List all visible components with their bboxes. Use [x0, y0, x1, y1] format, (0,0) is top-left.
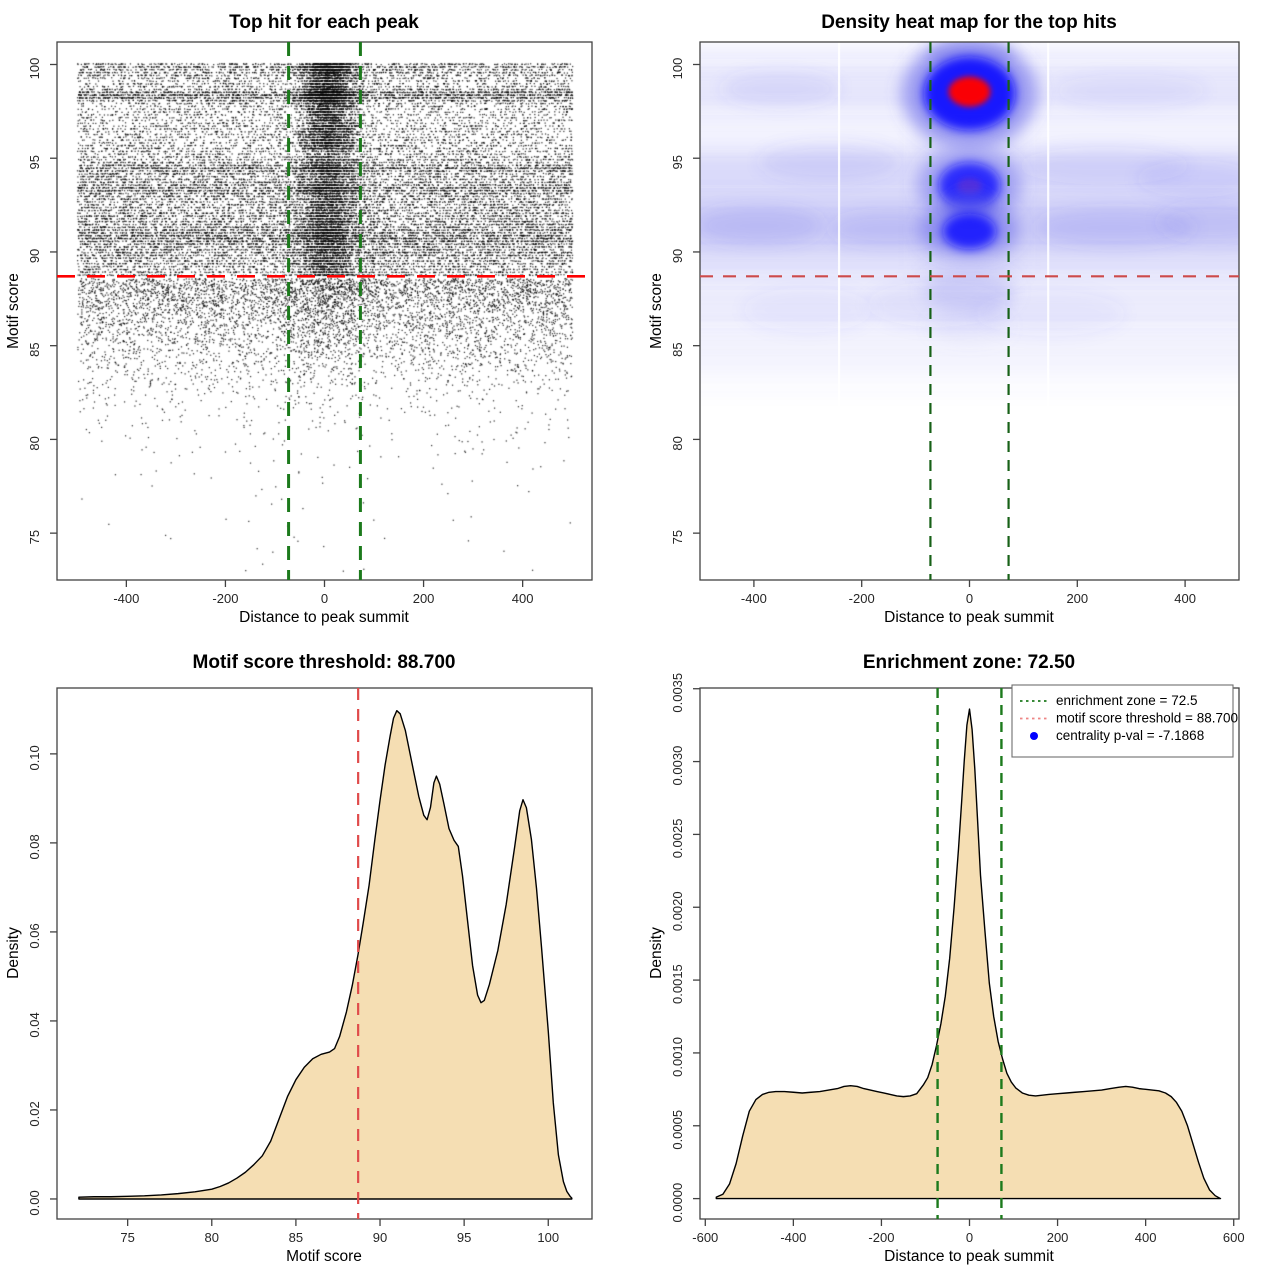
- x-tick-label: 75: [120, 1230, 134, 1245]
- y-axis-label-scatter: Motif score: [5, 273, 22, 349]
- plot-box: [699, 41, 1240, 581]
- y-tick-label: 100: [670, 58, 685, 80]
- density-curve: [715, 708, 1222, 1200]
- legend: enrichment zone = 72.5 motif score thresh…: [1011, 684, 1238, 758]
- x-tick-label: 0: [966, 591, 973, 606]
- y-tick-label: 90: [27, 249, 42, 263]
- heat-patch: [1034, 208, 1196, 247]
- heat-patch: [743, 287, 873, 333]
- x-tick-label: 400: [1135, 1230, 1157, 1245]
- y-tick-label: 80: [670, 436, 685, 450]
- x-axis-label-scatter: Distance to peak summit: [239, 609, 409, 626]
- legend-item-label: centrality p-val = -7.1868: [1056, 728, 1204, 743]
- plot-box: [56, 41, 593, 581]
- density-curve: [78, 710, 573, 1200]
- panel-title-distance-density: Enrichment zone: 72.50: [862, 652, 1076, 673]
- y-tick-label: 100: [27, 58, 42, 80]
- plot-box: [699, 687, 1240, 1220]
- y-tick-label: 85: [27, 342, 42, 356]
- y-tick-label: 0.04: [27, 1012, 42, 1037]
- panel-title-score-density: Motif score threshold: 88.700: [192, 652, 456, 673]
- x-tick-label: -600: [692, 1230, 718, 1245]
- panel-title-scatter: Top hit for each peak: [229, 12, 419, 33]
- x-tick-label: -200: [849, 591, 875, 606]
- x-tick-label: 400: [512, 591, 534, 606]
- y-axis-label-score-density: Density: [5, 927, 22, 979]
- y-tick-label: 0.10: [27, 745, 42, 770]
- heatmap-layer: [670, 42, 1269, 580]
- x-tick-label: -200: [212, 591, 238, 606]
- heat-patch: [1136, 160, 1239, 198]
- y-tick-label: 0.02: [27, 1101, 42, 1126]
- y-tick-label: 0.08: [27, 834, 42, 859]
- y-tick-label: 95: [27, 155, 42, 169]
- x-tick-label: 85: [289, 1230, 303, 1245]
- x-tick-label: 600: [1223, 1230, 1245, 1245]
- x-tick-label: -400: [113, 591, 139, 606]
- heat-blob: [942, 213, 997, 250]
- heat-patch: [700, 206, 824, 245]
- y-tick-label: 75: [27, 530, 42, 544]
- y-tick-label: 0.0025: [670, 819, 685, 859]
- x-tick-label: 0: [321, 591, 328, 606]
- x-tick-label: 90: [373, 1230, 387, 1245]
- heat-blob: [923, 269, 1016, 314]
- x-tick-label: 95: [457, 1230, 471, 1245]
- x-tick-label: -400: [780, 1230, 806, 1245]
- y-tick-label: 0.0010: [670, 1037, 685, 1077]
- y-tick-label: 75: [670, 530, 685, 544]
- heat-patch: [974, 291, 1126, 337]
- y-tick-label: 0.00: [27, 1190, 42, 1215]
- y-tick-label: 0.0030: [670, 746, 685, 786]
- panel-title-heatmap: Density heat map for the top hits: [821, 12, 1117, 33]
- y-tick-label: 0.0035: [670, 673, 685, 713]
- x-axis-label-distance-density: Distance to peak summit: [884, 1248, 1054, 1265]
- x-tick-label: 80: [205, 1230, 219, 1245]
- x-tick-label: 0: [966, 1230, 973, 1245]
- x-axis-label-heatmap: Distance to peak summit: [884, 609, 1054, 626]
- x-tick-label: 400: [1174, 591, 1196, 606]
- x-tick-label: 200: [1047, 1230, 1069, 1245]
- heat-patch: [829, 212, 948, 247]
- heat-patch: [721, 71, 841, 106]
- heat-band: [670, 364, 1269, 390]
- heat-patch: [759, 143, 900, 181]
- x-tick-label: 200: [1066, 591, 1088, 606]
- legend-item-label: motif score threshold = 88.700: [1056, 711, 1238, 726]
- density-layer: [715, 708, 1222, 1200]
- x-tick-label: -200: [868, 1230, 894, 1245]
- y-tick-label: 85: [670, 342, 685, 356]
- plot-box: [56, 687, 593, 1220]
- x-tick-label: 200: [413, 591, 435, 606]
- x-tick-label: -400: [741, 591, 767, 606]
- density-layer: [78, 710, 573, 1200]
- heat-patch: [1055, 73, 1207, 108]
- y-tick-label: 0.0005: [670, 1110, 685, 1150]
- y-axis-label-heatmap: Motif score: [648, 273, 665, 349]
- y-tick-label: 95: [670, 155, 685, 169]
- heat-blob: [929, 311, 1010, 342]
- y-axis-label-distance-density: Density: [648, 927, 665, 979]
- y-tick-label: 0.0015: [670, 964, 685, 1004]
- y-tick-label: 80: [27, 436, 42, 450]
- legend-item-label: enrichment zone = 72.5: [1056, 693, 1197, 708]
- x-axis-label-score-density: Motif score: [286, 1248, 362, 1265]
- y-tick-label: 90: [670, 249, 685, 263]
- y-tick-label: 0.0000: [670, 1183, 685, 1223]
- y-tick-label: 0.0020: [670, 891, 685, 931]
- heat-patch: [1158, 203, 1239, 241]
- y-tick-label: 0.06: [27, 923, 42, 948]
- x-tick-label: 100: [537, 1230, 559, 1245]
- legend-box: [1011, 684, 1234, 758]
- legend-sample-dot: [1030, 732, 1038, 740]
- heat-blob: [948, 76, 991, 107]
